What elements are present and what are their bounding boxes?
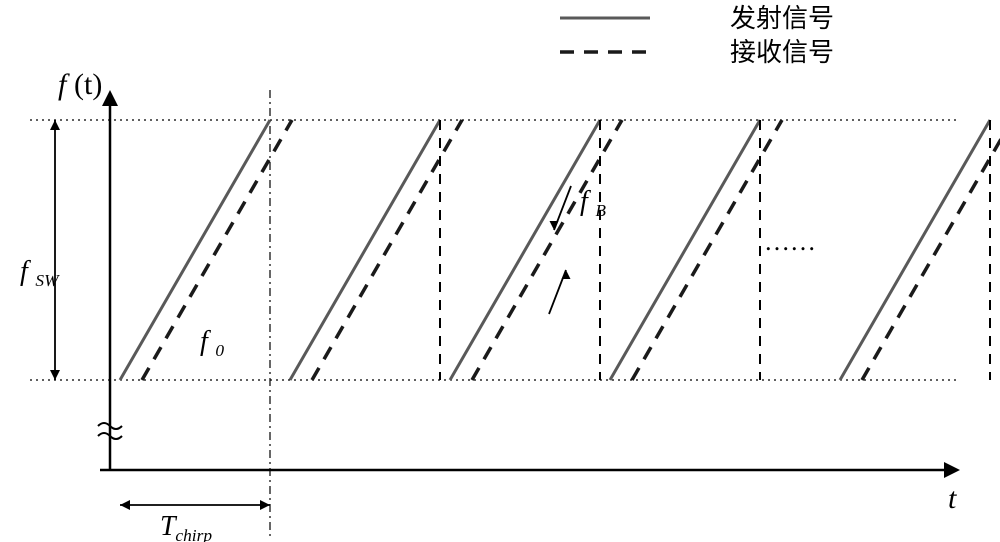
svg-text:SW: SW <box>35 271 60 290</box>
ellipsis: …… <box>764 227 816 256</box>
svg-text:chirp: chirp <box>175 526 212 542</box>
x-axis-label: t <box>948 482 957 515</box>
legend-tx-label: 发射信号 <box>730 4 834 33</box>
y-axis-label-paren: (t) <box>74 68 102 101</box>
svg-text:B: B <box>595 201 606 220</box>
legend-rx-label: 接收信号 <box>730 38 834 67</box>
background <box>0 0 1000 542</box>
svg-text:0: 0 <box>215 341 224 360</box>
